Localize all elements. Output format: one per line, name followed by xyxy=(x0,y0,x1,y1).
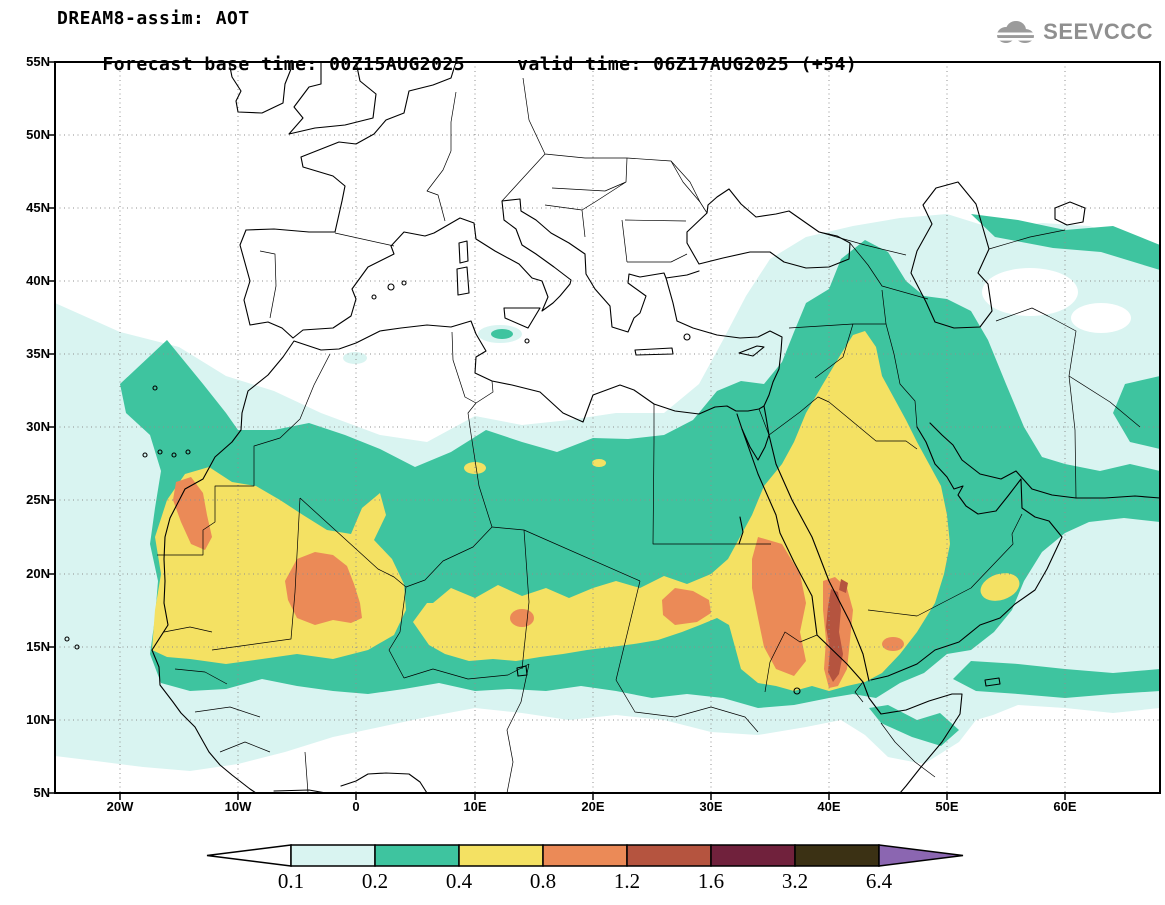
aot-region-0p8 xyxy=(752,537,806,676)
lat-label: 40N xyxy=(26,273,50,288)
aot-region-1p2 xyxy=(826,589,843,682)
valid-time: valid time: 06Z17AUG2025 (+54) xyxy=(517,54,858,75)
aot-region-0p4 xyxy=(413,331,950,691)
lon-label: 20W xyxy=(106,799,134,814)
aot-region-0p2 xyxy=(1113,376,1160,449)
aot-region-0p1 xyxy=(343,352,367,364)
aot-region-0p2 xyxy=(953,661,1160,698)
gridline-layer xyxy=(55,62,1160,793)
page-title: DREAM8-assim: AOT xyxy=(57,8,250,29)
lat-label: 30N xyxy=(26,419,50,434)
lon-label: 0 xyxy=(352,799,360,814)
aot-region-0p8 xyxy=(285,552,362,625)
lat-label: 25N xyxy=(26,492,50,507)
aot-region-0p2 xyxy=(869,705,959,746)
lat-label: 10N xyxy=(26,712,50,727)
lat-label: 50N xyxy=(26,127,50,142)
lat-label: 35N xyxy=(26,346,50,361)
aot-region-0p8 xyxy=(173,477,212,550)
chart-subtitle: Forecast base time: 00Z15AUG2025 valid ti… xyxy=(57,33,857,96)
lon-label: 20E xyxy=(581,799,605,814)
legend-tick-label: 0.1 xyxy=(277,869,305,893)
lat-label: 55N xyxy=(26,54,50,69)
legend-tick-label: 1.2 xyxy=(613,869,641,893)
colorbar-left-arrow xyxy=(206,844,292,867)
legend-tick-label: 1.6 xyxy=(697,869,725,893)
legend-tick-label: 0.2 xyxy=(361,869,389,893)
country-border-layer xyxy=(157,77,1141,793)
cloud-icon xyxy=(994,21,1037,43)
aot-clear-hole xyxy=(1071,303,1131,333)
legend-tick-label: 6.4 xyxy=(865,869,893,893)
colorbar-segment-3p2 xyxy=(794,844,880,867)
aot-region-0p4 xyxy=(980,573,1020,601)
colorbar-right-arrow xyxy=(878,844,964,867)
colorbar xyxy=(206,844,964,867)
colorbar-segment-0p8 xyxy=(542,844,628,867)
forecast-base-time: Forecast base time: 00Z15AUG2025 xyxy=(102,54,466,75)
seevccc-logo: SEEVCCC xyxy=(992,18,1153,46)
aot-region-0p4 xyxy=(592,459,606,467)
axis-ticks xyxy=(48,61,1066,800)
aot-region-0p2 xyxy=(491,329,513,339)
legend-tick-label: 0.8 xyxy=(529,869,557,893)
lon-label: 60E xyxy=(1053,799,1077,814)
aot-region-0p8 xyxy=(510,609,534,627)
lon-label: 10E xyxy=(463,799,487,814)
lon-label: 10W xyxy=(224,799,252,814)
lat-label: 15N xyxy=(26,639,50,654)
legend-tick-label: 0.4 xyxy=(445,869,473,893)
lon-label: 40E xyxy=(817,799,841,814)
lat-label: 5N xyxy=(33,785,50,800)
lat-label: 20N xyxy=(26,566,50,581)
legend-tick-label: 3.2 xyxy=(781,869,809,893)
aot-region-1p2 xyxy=(839,579,848,593)
logo-text: SEEVCCC xyxy=(1043,19,1153,44)
lat-label: 45N xyxy=(26,200,50,215)
colorbar-segment-0p4 xyxy=(458,844,544,867)
contour-fill-layer xyxy=(55,214,1160,771)
colorbar-segment-0p2 xyxy=(374,844,460,867)
aot-region-0p8 xyxy=(662,588,711,625)
lon-label: 50E xyxy=(935,799,959,814)
colorbar-segment-1p6 xyxy=(710,844,796,867)
aot-region-0p8 xyxy=(882,637,904,651)
lon-label: 30E xyxy=(699,799,723,814)
colorbar-segment-1p2 xyxy=(626,844,712,867)
aot-clear-hole xyxy=(982,268,1078,316)
colorbar-segment-0p1 xyxy=(290,844,376,867)
coastline-layer xyxy=(64,62,1160,793)
